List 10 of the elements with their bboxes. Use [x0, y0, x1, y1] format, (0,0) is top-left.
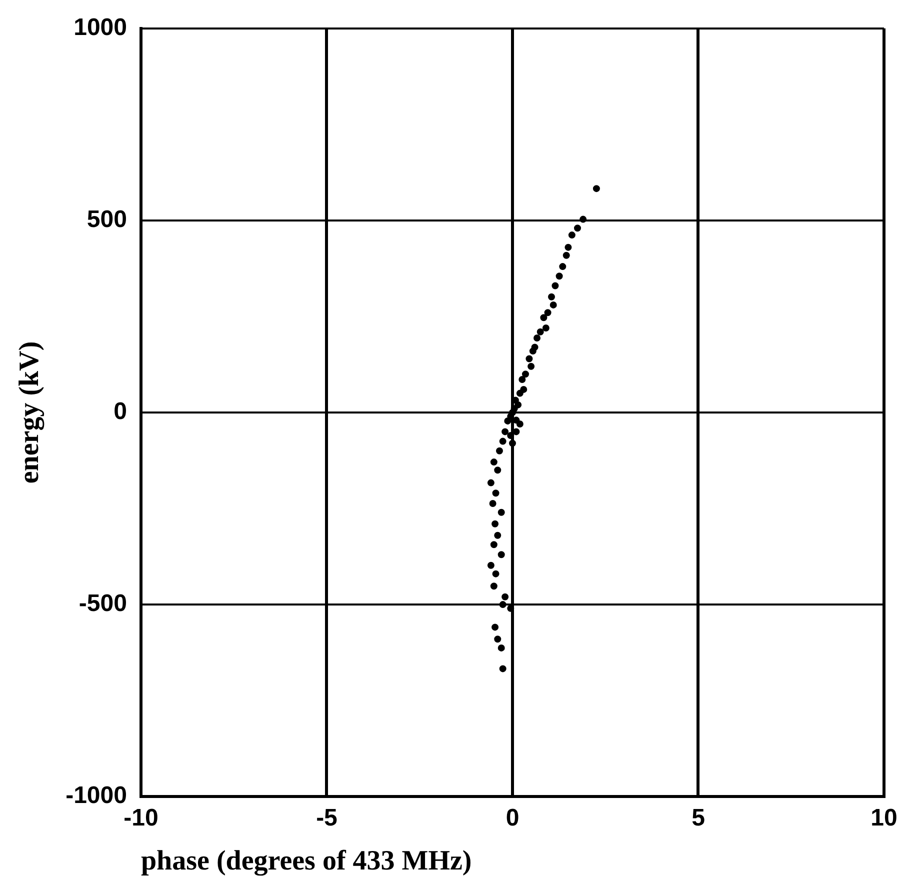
y-axis-title: energy (kV) [14, 341, 46, 484]
y-tick-label: -500 [78, 590, 127, 618]
y-tick-label: 1000 [74, 14, 127, 42]
x-axis-title: phase (degrees of 433 MHz) [140, 845, 472, 876]
x-tick-label: 5 [692, 804, 705, 832]
x-tick-label: 0 [506, 804, 520, 832]
y-tick-label: 0 [114, 398, 127, 426]
x-tick-label: -5 [316, 804, 338, 832]
x-tick-label: 10 [870, 804, 898, 832]
y-tick-label: 500 [86, 206, 127, 234]
